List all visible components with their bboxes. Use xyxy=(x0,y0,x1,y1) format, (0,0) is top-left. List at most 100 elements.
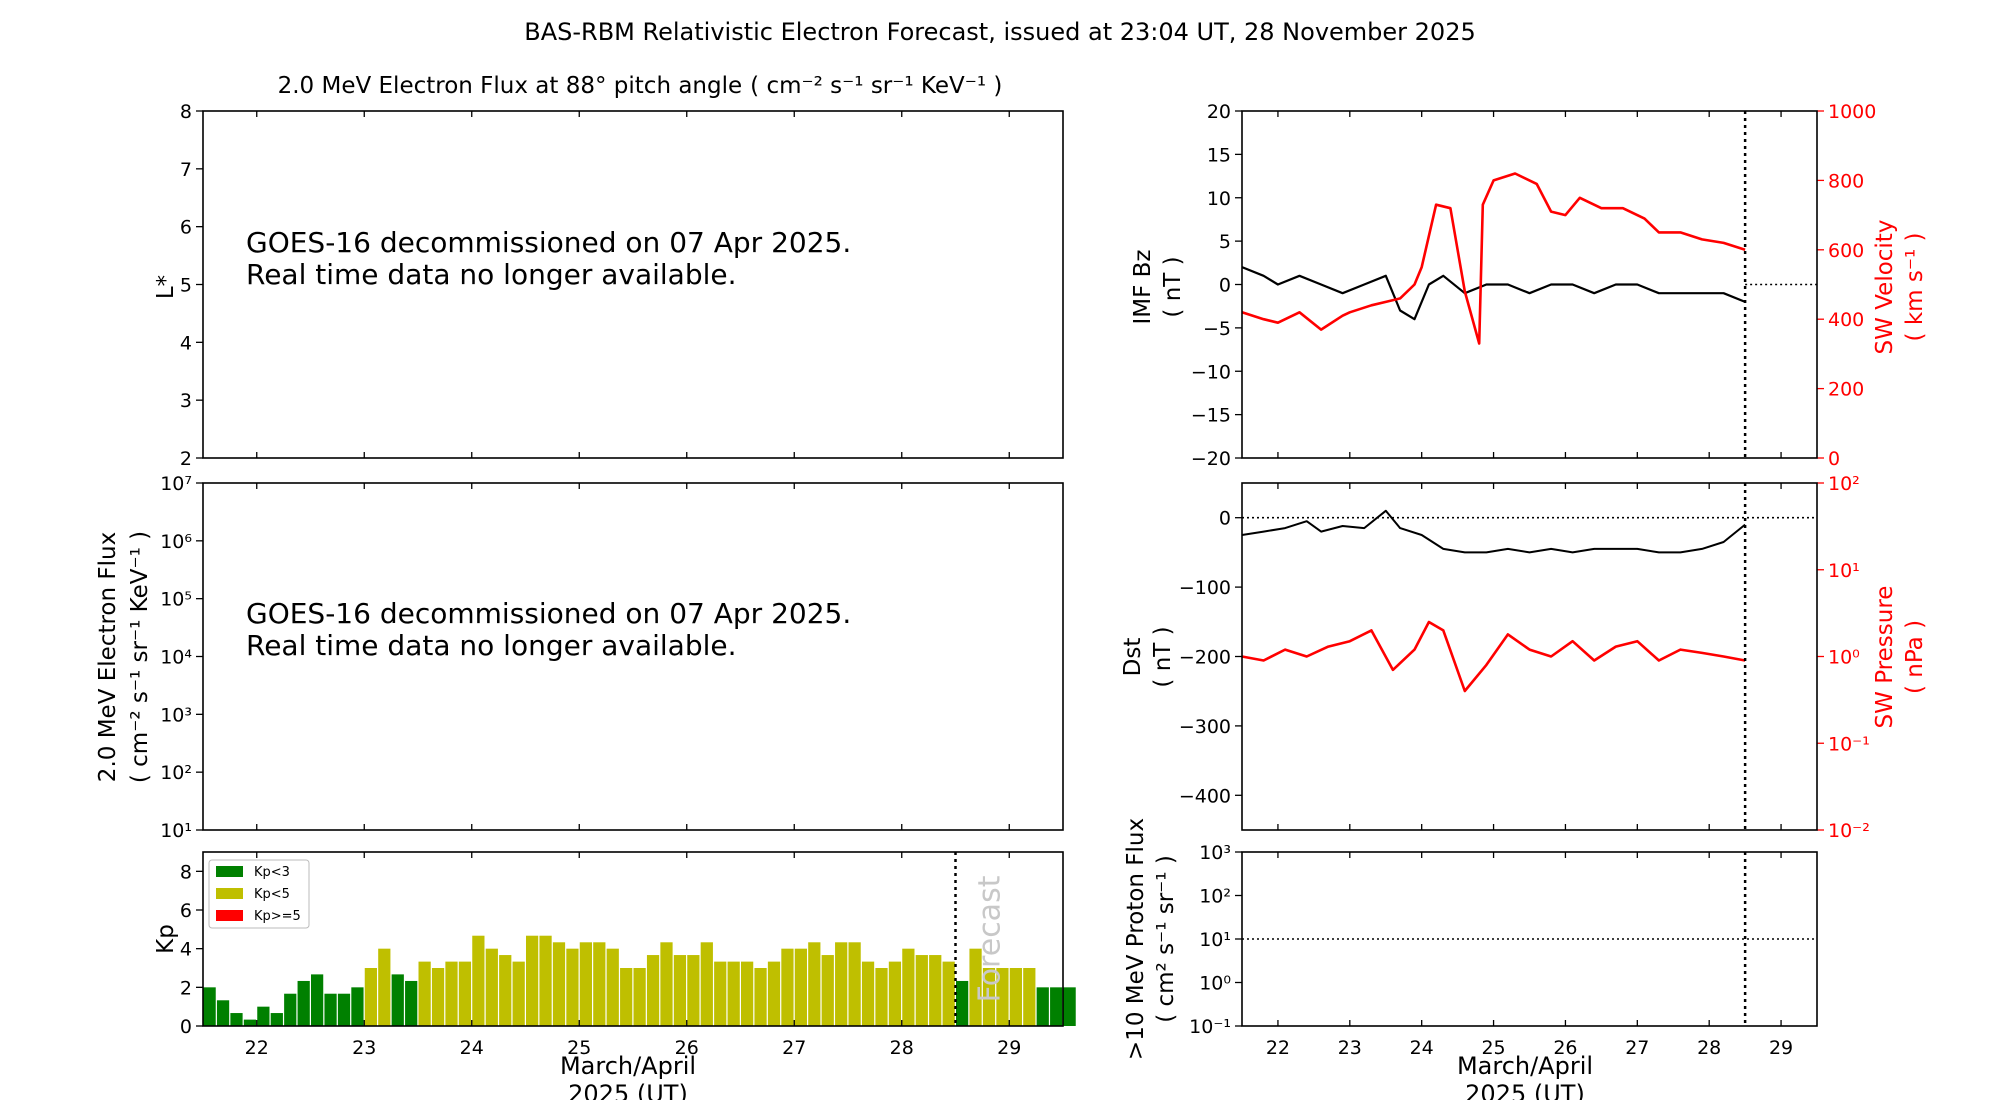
imf-bz-y-tick-label: −10 xyxy=(1191,361,1231,383)
kp-bar xyxy=(284,993,297,1026)
kp-bar xyxy=(660,942,673,1026)
sw-pressure-y-tick-label: 10¹ xyxy=(1828,560,1860,582)
imf-bz-panel: −20 −15 −10 −5 0 5 10 15 20 0 200 400 600 800 1000 IM… xyxy=(1130,101,1928,470)
electron-flux-note-line-2: Real time data no longer available. xyxy=(246,629,737,662)
kp-y-tick-label: 6 xyxy=(180,900,192,922)
kp-bar xyxy=(888,961,902,1026)
kp-bar xyxy=(714,961,727,1026)
imf-bz-y-tick-label: 0 xyxy=(1219,275,1231,297)
proton-flux-x-tick-label: 26 xyxy=(1553,1037,1577,1059)
sw-pressure-y-tick-label: 10² xyxy=(1828,473,1860,495)
dst-y-tick-label: −100 xyxy=(1179,577,1231,599)
kp-bar xyxy=(727,961,740,1026)
kp-bar xyxy=(767,961,781,1026)
kp-bar xyxy=(741,961,754,1026)
kp-bar xyxy=(257,1006,270,1026)
kp-x-tick-label: 24 xyxy=(460,1037,484,1059)
kp-legend-label-low: Kp<3 xyxy=(254,865,290,880)
imf-bz-x-ticks xyxy=(1277,111,1782,458)
proton-flux-y-axis-label-line-2: ( cm² s⁻¹ sr⁻¹ ) xyxy=(1153,855,1179,1023)
kp-bar xyxy=(593,942,606,1026)
kp-x-tick-label: 27 xyxy=(782,1037,806,1059)
kp-bar xyxy=(364,968,377,1026)
dst-y-tick-label: −200 xyxy=(1179,647,1231,669)
kp-bar xyxy=(243,1019,257,1026)
dst-y-tick-label: −400 xyxy=(1179,785,1231,807)
kp-x-tick-label: 25 xyxy=(567,1037,591,1059)
kp-bar xyxy=(996,968,1009,1026)
kp-x-tick-label: 28 xyxy=(890,1037,914,1059)
proton-flux-x-tick-label: 24 xyxy=(1410,1037,1434,1059)
kp-y-ticks: 0 2 4 6 8 xyxy=(180,861,203,1038)
kp-plot-frame xyxy=(202,851,1064,1027)
proton-flux-y-tick-label: 10² xyxy=(1199,886,1231,908)
sw-velocity-y-tick-label: 400 xyxy=(1828,309,1864,331)
kp-bar xyxy=(391,974,404,1026)
proton-flux-panel: 10⁻¹ 10⁰ 10¹ 10² 10³ 22 23 24 25 26 27 28 29 >10 Me… xyxy=(1123,818,1818,1100)
kp-bar xyxy=(902,948,915,1026)
sw-pressure-line xyxy=(1241,620,1746,693)
sw-velocity-y-axis-label-line-2: ( km s⁻¹ ) xyxy=(1902,233,1928,342)
lstar-y-tick-label: 5 xyxy=(180,275,192,297)
proton-flux-plot-frame xyxy=(1241,851,1818,1027)
kp-bar xyxy=(405,980,418,1026)
kp-bar xyxy=(808,942,821,1026)
imf-bz-y-tick-label: 10 xyxy=(1207,188,1231,210)
electron-flux-y-ticks: 10¹ 10² 10³ 10⁴ 10⁵ 10⁶ 10⁷ xyxy=(160,473,203,842)
lstar-y-tick-label: 3 xyxy=(180,390,192,412)
electron-flux-panel: 10¹ 10² 10³ 10⁴ 10⁵ 10⁶ 10⁷ 2.0 MeV Electron F… xyxy=(95,473,1064,842)
kp-bar xyxy=(687,955,700,1026)
kp-bar xyxy=(620,968,633,1026)
kp-bar xyxy=(673,955,687,1026)
imf-bz-y-axis-label-line-1: IMF Bz xyxy=(1130,249,1156,324)
kp-x-tick-label: 22 xyxy=(245,1037,269,1059)
kp-legend: Kp<3 Kp<5 Kp>=5 xyxy=(208,859,310,929)
dst-x-ticks xyxy=(1277,483,1782,830)
kp-x-tick-label: 26 xyxy=(675,1037,699,1059)
lstar-y-ticks: 2 3 4 5 6 7 8 xyxy=(180,101,203,470)
kp-x-tick-label: 23 xyxy=(352,1037,376,1059)
dst-line xyxy=(1241,509,1746,554)
kp-bar xyxy=(861,961,875,1026)
proton-flux-x-tick-label: 22 xyxy=(1266,1037,1290,1059)
lstar-note-line-1: GOES-16 decommissioned on 07 Apr 2025. xyxy=(246,226,851,259)
sw-velocity-line xyxy=(1241,172,1746,345)
proton-flux-y-tick-label: 10⁰ xyxy=(1199,973,1231,995)
figure-title: BAS-RBM Relativistic Electron Forecast, … xyxy=(524,18,1476,46)
imf-bz-line xyxy=(1241,266,1746,321)
lstar-y-tick-label: 2 xyxy=(180,448,192,470)
lstar-y-tick-label: 7 xyxy=(180,159,192,181)
kp-bar xyxy=(606,948,619,1026)
imf-bz-y-ticks: −20 −15 −10 −5 0 5 10 15 20 xyxy=(1191,101,1242,470)
proton-flux-y-ticks: 10⁻¹ 10⁰ 10¹ 10² 10³ xyxy=(1189,842,1242,1038)
proton-flux-x-axis-label-line-1: March/April xyxy=(1457,1052,1593,1080)
kp-bar xyxy=(875,968,888,1026)
sw-velocity-y-tick-label: 0 xyxy=(1828,448,1840,470)
sw-velocity-y-tick-label: 1000 xyxy=(1828,101,1876,123)
kp-forecast-label: Forecast xyxy=(973,875,1008,1002)
sw-velocity-y-ticks: 0 200 400 600 800 1000 xyxy=(1817,101,1876,470)
kp-bar xyxy=(566,948,579,1026)
kp-bar xyxy=(956,980,969,1026)
electron-flux-note-line-1: GOES-16 decommissioned on 07 Apr 2025. xyxy=(246,597,851,630)
kp-bars xyxy=(203,935,1076,1026)
kp-bar xyxy=(1036,987,1049,1026)
sw-pressure-y-axis-label-line-1: SW Pressure xyxy=(1872,586,1898,729)
electron-flux-y-tick-label: 10⁴ xyxy=(160,647,192,669)
kp-legend-swatch-high xyxy=(216,910,243,921)
lstar-x-ticks xyxy=(256,111,1010,458)
sw-velocity-y-tick-label: 800 xyxy=(1828,170,1864,192)
sw-pressure-y-tick-label: 10⁰ xyxy=(1828,647,1860,669)
kp-bar xyxy=(821,955,834,1026)
electron-flux-plot-frame xyxy=(202,482,1064,831)
imf-bz-y-tick-label: 5 xyxy=(1219,231,1231,253)
electron-flux-y-tick-label: 10⁷ xyxy=(160,473,192,495)
kp-bar xyxy=(1063,987,1076,1026)
sw-pressure-y-tick-label: 10⁻² xyxy=(1828,820,1870,842)
kp-bar xyxy=(539,935,552,1026)
imf-bz-y-tick-label: 15 xyxy=(1207,144,1231,166)
kp-bar xyxy=(418,961,431,1026)
kp-bar xyxy=(203,987,216,1026)
proton-flux-y-tick-label: 10⁻¹ xyxy=(1189,1016,1231,1038)
kp-bar xyxy=(646,955,660,1026)
